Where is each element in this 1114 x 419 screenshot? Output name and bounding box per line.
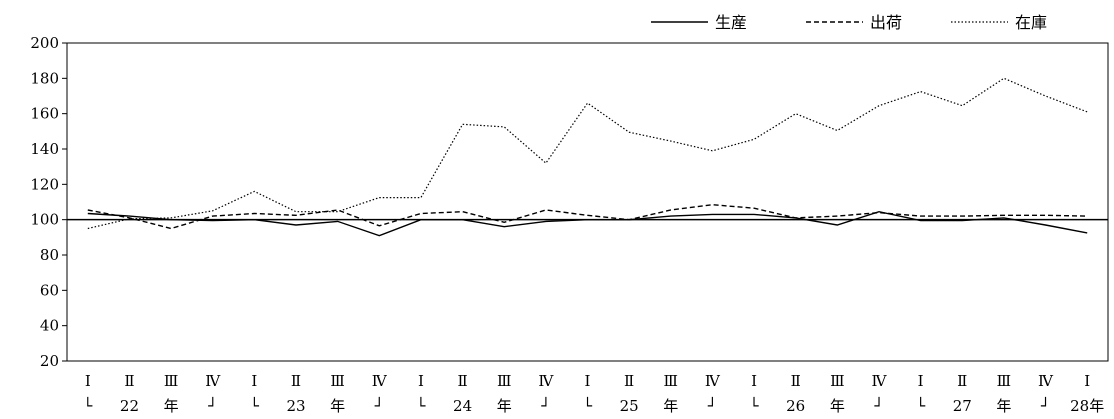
- x-tick-quarter-label: Ⅱ: [957, 372, 967, 390]
- x-tick-year-label: 22: [120, 397, 139, 415]
- x-tick-year-label: └: [916, 396, 926, 415]
- x-axis: Ⅰ Ⅱ Ⅲ Ⅳ Ⅰ Ⅱ Ⅲ Ⅳ Ⅰ Ⅱ Ⅲ Ⅳ Ⅰ Ⅱ Ⅲ Ⅳ Ⅰ Ⅱ Ⅲ Ⅳ Ⅰ Ⅱ Ⅲ Ⅳ Ⅰ └ 22 年 ┘ └ 23 年 ┘ └ 24 年 ┘…: [83, 372, 1104, 415]
- series-line-3: [87, 77, 1088, 230]
- x-tick-year-label: ┘: [873, 396, 883, 415]
- x-tick-quarter-label: Ⅱ: [124, 372, 134, 390]
- x-tick-year-label: 年: [330, 397, 345, 415]
- x-tick-year-label: ┘: [540, 396, 550, 415]
- x-tick-quarter-label: Ⅳ: [705, 372, 721, 390]
- x-tick-quarter-label: Ⅱ: [291, 372, 301, 390]
- plot-area: [66, 42, 1109, 362]
- y-tick-label: 140: [30, 140, 59, 158]
- x-tick-quarter-label: Ⅳ: [1038, 372, 1054, 390]
- x-tick-year-label: └: [583, 396, 593, 415]
- x-tick-year-label: ┘: [1040, 396, 1050, 415]
- x-tick-year-label: ┘: [707, 396, 717, 415]
- x-tick-quarter-label: Ⅰ: [918, 372, 924, 390]
- x-tick-quarter-label: Ⅰ: [585, 372, 591, 390]
- x-tick-quarter-label: Ⅰ: [251, 372, 257, 390]
- x-tick-quarter-label: Ⅰ: [418, 372, 424, 390]
- x-tick-year-label: 28年: [1070, 397, 1104, 415]
- x-tick-quarter-label: Ⅳ: [372, 372, 388, 390]
- x-tick-year-label: └: [750, 396, 760, 415]
- x-tick-quarter-label: Ⅲ: [997, 372, 1011, 390]
- x-tick-quarter-label: Ⅱ: [624, 372, 634, 390]
- x-tick-quarter-label: Ⅰ: [1084, 372, 1090, 390]
- x-tick-quarter-label: Ⅲ: [664, 372, 678, 390]
- x-tick-quarter-label: Ⅲ: [330, 372, 344, 390]
- series-line-2: [87, 203, 1088, 230]
- x-tick-quarter-label: Ⅲ: [830, 372, 844, 390]
- x-tick-year-label: ┘: [207, 396, 217, 415]
- y-tick-label: 160: [30, 105, 59, 123]
- x-tick-quarter-label: Ⅱ: [791, 372, 801, 390]
- x-tick-quarter-label: Ⅳ: [538, 372, 554, 390]
- x-tick-year-label: 25: [620, 397, 639, 415]
- x-tick-quarter-label: Ⅳ: [871, 372, 887, 390]
- y-tick-label: 200: [30, 34, 59, 52]
- y-tick-label: 180: [30, 69, 59, 87]
- x-tick-year-label: 27: [953, 397, 972, 415]
- x-tick-quarter-label: Ⅲ: [497, 372, 511, 390]
- y-tick-label: 120: [30, 175, 59, 193]
- x-tick-quarter-label: Ⅳ: [205, 372, 221, 390]
- legend-label: 出荷: [870, 13, 902, 32]
- x-tick-year-label: └: [416, 396, 426, 415]
- x-tick-quarter-label: Ⅰ: [85, 372, 91, 390]
- legend-label: 生産: [715, 13, 747, 32]
- series-line-1: [87, 210, 1088, 237]
- x-tick-year-label: 26: [786, 397, 805, 415]
- y-tick-label: 20: [40, 352, 59, 370]
- series-layer: [87, 77, 1088, 237]
- y-axis: 20 40 60 80 100 120 140 160 180 200: [30, 34, 67, 370]
- x-tick-year-label: 年: [996, 397, 1011, 415]
- x-tick-year-label: 23: [286, 397, 305, 415]
- x-tick-year-label: 年: [830, 397, 845, 415]
- x-tick-year-label: 年: [497, 397, 512, 415]
- x-tick-quarter-label: Ⅰ: [751, 372, 757, 390]
- x-tick-year-label: └: [83, 396, 93, 415]
- legend-label: 在庫: [1015, 13, 1047, 32]
- x-tick-year-label: ┘: [374, 396, 384, 415]
- y-tick-label: 100: [30, 211, 59, 229]
- x-tick-year-label: 年: [663, 397, 678, 415]
- y-tick-label: 60: [40, 281, 59, 299]
- x-tick-quarter-label: Ⅱ: [457, 372, 467, 390]
- x-tick-year-label: 24: [453, 397, 472, 415]
- y-tick-label: 80: [40, 246, 59, 264]
- y-tick-label: 40: [40, 317, 59, 335]
- x-tick-quarter-label: Ⅲ: [164, 372, 178, 390]
- legend: 生産 出荷 在庫: [651, 13, 1047, 32]
- x-tick-year-label: 年: [164, 397, 179, 415]
- x-tick-year-label: └: [250, 396, 260, 415]
